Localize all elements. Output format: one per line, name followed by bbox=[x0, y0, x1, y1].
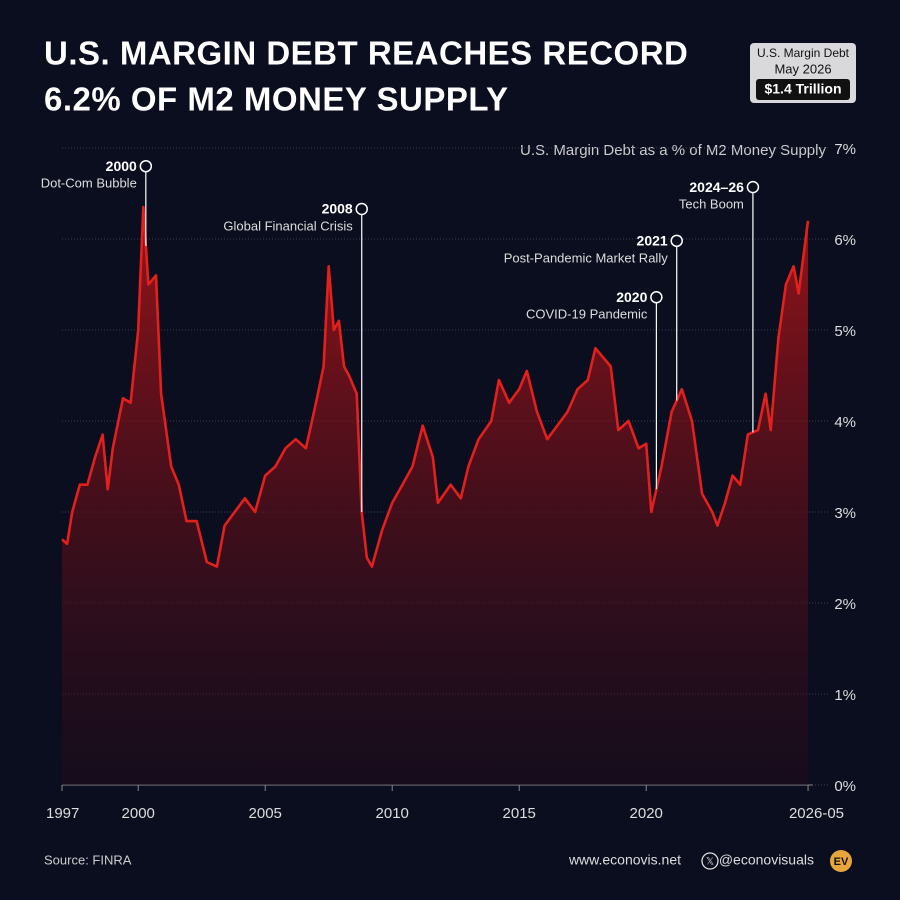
annotation-marker bbox=[650, 290, 663, 304]
x-tick-label: 2015 bbox=[503, 805, 536, 822]
x-tick-label: 1997 bbox=[46, 805, 79, 822]
chart-title: U.S. MARGIN DEBT REACHES RECORD bbox=[44, 35, 688, 72]
annotation-year: 2008 bbox=[322, 201, 353, 217]
x-tick-label: 2010 bbox=[376, 805, 409, 822]
annotation-marker bbox=[139, 159, 153, 173]
badge-line: May 2026 bbox=[774, 61, 831, 76]
annotation-year: 2024–26 bbox=[689, 179, 744, 195]
badge: U.S. Margin Debt May 2026 $1.4 Trillion bbox=[750, 43, 856, 103]
y-tick-label: 6% bbox=[834, 232, 856, 249]
x-tick-label: 2026-05 bbox=[789, 805, 844, 822]
x-tick-label: 2000 bbox=[122, 805, 155, 822]
annotation-year: 2021 bbox=[637, 233, 668, 249]
y-tick-label: 0% bbox=[834, 778, 856, 795]
annotation-year: 2020 bbox=[616, 289, 647, 305]
badge-value-box bbox=[756, 79, 850, 100]
annotation-text: Dot-Com Bubble bbox=[41, 176, 137, 191]
line bbox=[61, 205, 810, 568]
x-tick-label: 2005 bbox=[249, 805, 282, 822]
annotation-marker bbox=[746, 180, 760, 194]
y-tick-label: 3% bbox=[834, 505, 856, 522]
handle: @econovisuals bbox=[719, 852, 814, 868]
logo bbox=[830, 850, 852, 872]
annotation-year: 2000 bbox=[106, 158, 137, 174]
annotation-text: Global Financial Crisis bbox=[223, 218, 353, 233]
y-tick-label: 4% bbox=[834, 414, 856, 431]
annotation-text: COVID-19 Pandemic bbox=[526, 307, 648, 322]
x-tick-label: 2020 bbox=[630, 805, 663, 822]
area bbox=[62, 207, 809, 786]
annotation-marker bbox=[670, 234, 683, 248]
annotation-text: Post-Pandemic Market Rally bbox=[504, 250, 668, 265]
website: www.econovis.net bbox=[568, 852, 681, 868]
source: Source: FINRA bbox=[44, 852, 132, 867]
y-tick-label: 5% bbox=[834, 323, 856, 340]
x-icon-glyph: 𝕏 bbox=[706, 857, 714, 868]
badge-line: U.S. Margin Debt bbox=[757, 46, 850, 60]
y-tick-label: 7% bbox=[834, 141, 856, 158]
chart-title: 6.2% OF M2 MONEY SUPPLY bbox=[44, 81, 508, 118]
logo-text: EV bbox=[834, 856, 849, 868]
badge-value: $1.4 Trillion bbox=[764, 81, 841, 97]
annotation-text: Tech Boom bbox=[679, 197, 744, 212]
subtitle: U.S. Margin Debt as a % of M2 Money Supp… bbox=[520, 142, 826, 159]
y-tick-label: 2% bbox=[834, 596, 856, 613]
annotation-marker bbox=[355, 202, 368, 216]
x-icon bbox=[701, 852, 719, 870]
y-tick-label: 1% bbox=[834, 687, 856, 704]
